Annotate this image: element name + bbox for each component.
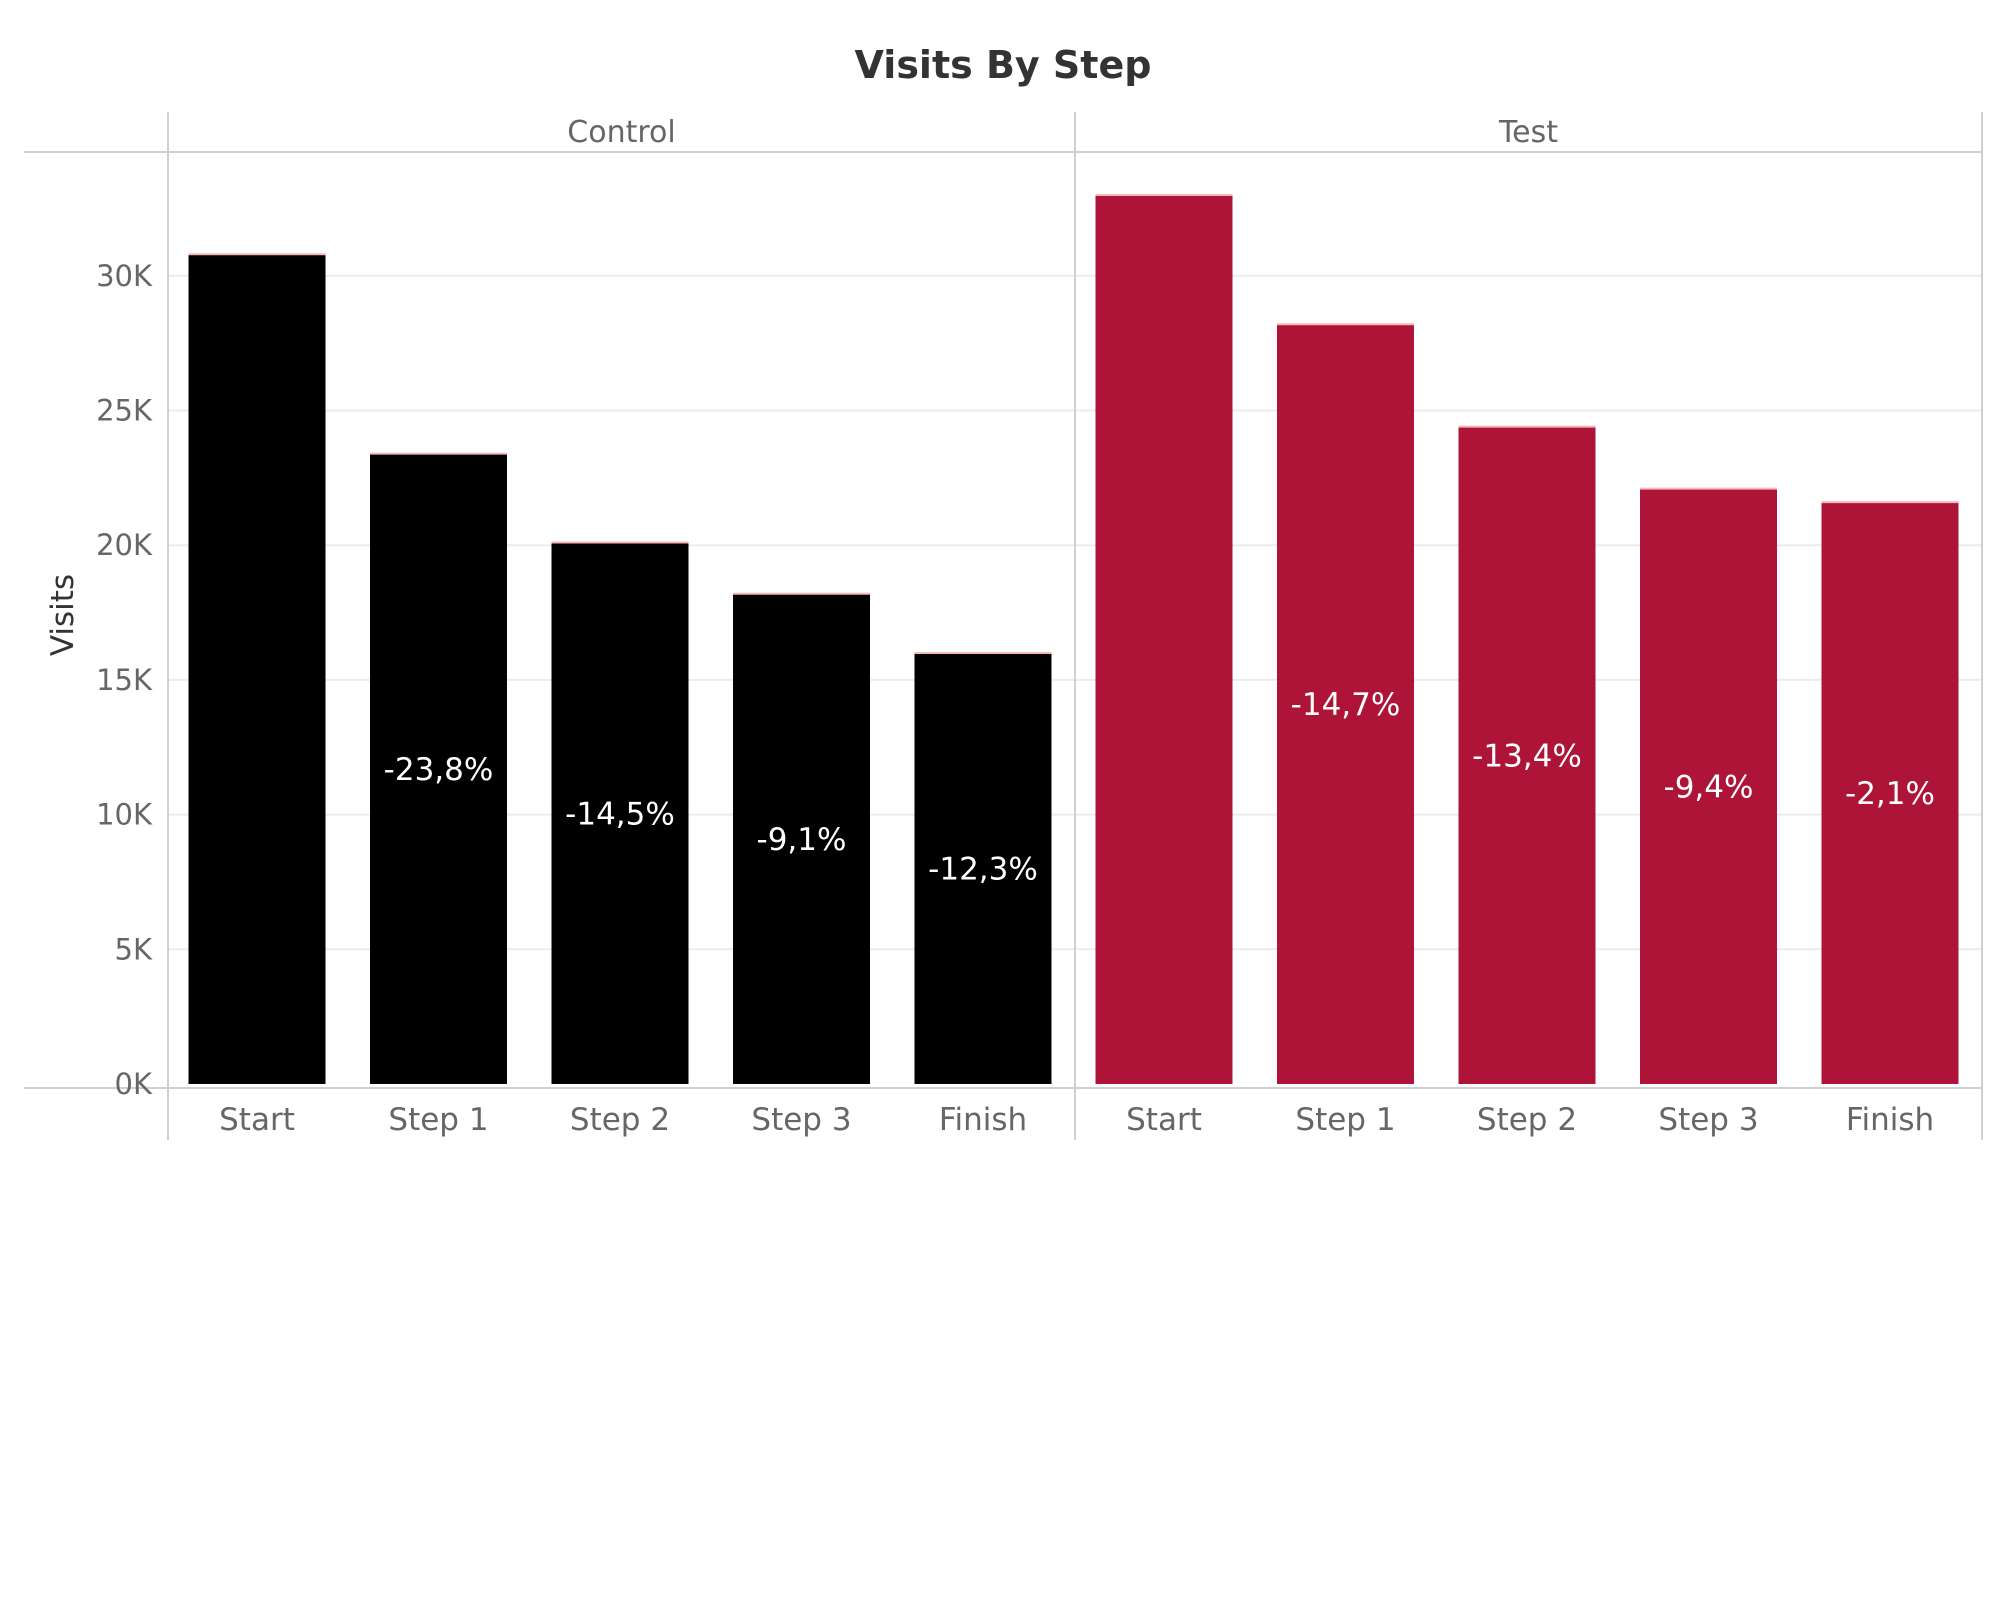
y-tick-label: 20K xyxy=(96,528,153,562)
x-category-label: Step 1 xyxy=(388,1102,488,1138)
bar-data-label: -9,1% xyxy=(757,822,847,858)
bar-test-step-1 xyxy=(1277,324,1414,1084)
bar-data-label: -23,8% xyxy=(384,752,494,788)
x-category-label: Step 2 xyxy=(570,1102,670,1138)
bar-test-step-2 xyxy=(1458,426,1596,1084)
bar-test-step-3 xyxy=(1640,488,1777,1085)
labels: 0K 5K 10K 15K 20K 25K 30K Control Start -23,8% Ste… xyxy=(96,115,1935,1138)
bar-control-step-1 xyxy=(370,453,507,1084)
y-axis-title: Visits xyxy=(45,574,81,656)
chart-frame xyxy=(24,112,1983,1140)
x-category-label: Step 1 xyxy=(1295,1102,1395,1138)
bar-control-start xyxy=(188,254,326,1085)
y-tick-label: 25K xyxy=(96,394,153,428)
x-category-label: Step 3 xyxy=(751,1102,851,1138)
x-category-label: Finish xyxy=(1846,1102,1934,1138)
bar-data-label: -14,5% xyxy=(565,796,675,832)
y-tick-label: 0K xyxy=(115,1067,153,1101)
x-category-label: Start xyxy=(219,1102,295,1138)
y-tick-label: 30K xyxy=(96,259,153,293)
y-tick-label: 15K xyxy=(96,663,153,697)
y-tick-label: 5K xyxy=(115,932,153,966)
bar-data-label: -13,4% xyxy=(1472,738,1582,774)
x-category-label: Step 2 xyxy=(1477,1102,1577,1138)
bars xyxy=(188,193,1959,1085)
bar-control-step-2 xyxy=(551,542,689,1084)
x-category-label: Start xyxy=(1126,1102,1202,1138)
chart-title: Visits By Step xyxy=(855,43,1152,87)
bar-data-label: -2,1% xyxy=(1845,776,1935,812)
panel-label-test: Test xyxy=(1498,115,1558,150)
y-tick-label: 10K xyxy=(96,798,153,832)
panel-label-control: Control xyxy=(567,115,675,150)
x-category-label: Finish xyxy=(939,1102,1027,1138)
bar-test-finish xyxy=(1821,502,1959,1084)
bar-data-label: -12,3% xyxy=(928,851,1038,887)
x-category-label: Step 3 xyxy=(1658,1102,1758,1138)
bar-data-label: -14,7% xyxy=(1291,687,1401,723)
bar-data-label: -9,4% xyxy=(1664,769,1754,805)
bar-test-start xyxy=(1095,194,1233,1085)
bar-control-step-3 xyxy=(733,593,870,1084)
bar-control-finish xyxy=(914,652,1052,1084)
